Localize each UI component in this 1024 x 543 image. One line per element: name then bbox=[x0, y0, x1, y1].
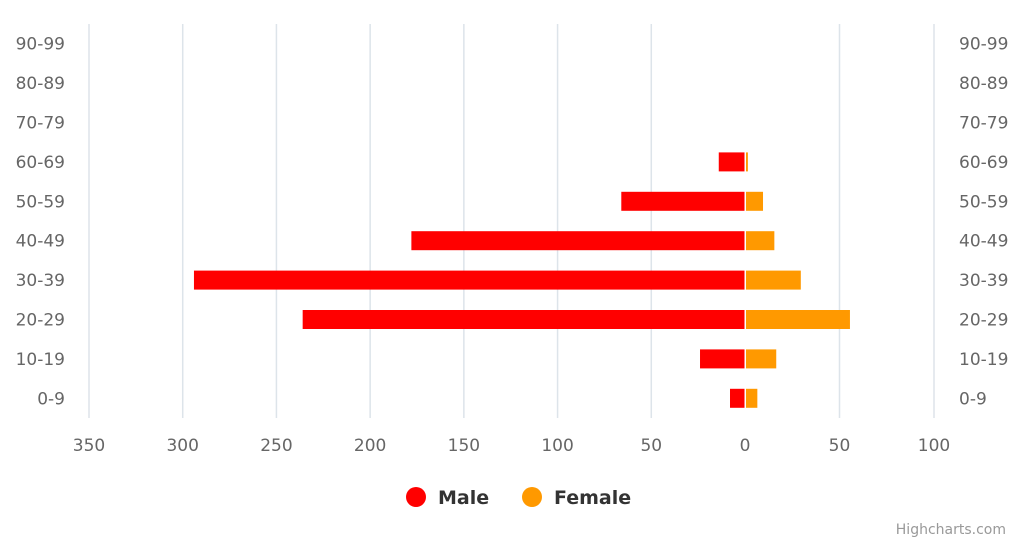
left-category-label-80-89: 80-89 bbox=[16, 74, 65, 94]
right-category-label-20-29: 20-29 bbox=[959, 311, 1008, 331]
bar-male-20-29[interactable] bbox=[302, 310, 745, 329]
left-category-label-10-19: 10-19 bbox=[16, 350, 65, 370]
tick-male-250: 250 bbox=[260, 436, 292, 456]
bar-male-30-39[interactable] bbox=[193, 270, 745, 290]
right-category-label-10-19: 10-19 bbox=[959, 350, 1008, 370]
left-category-labels: 90-99 80-89 70-79 60-69 50-59 40-49 30-39 20-29… bbox=[16, 35, 65, 410]
bar-male-40-49[interactable] bbox=[411, 231, 745, 251]
right-category-label-60-69: 60-69 bbox=[959, 153, 1008, 173]
bar-female-30-39[interactable] bbox=[746, 270, 801, 290]
bar-female-50-59[interactable] bbox=[746, 191, 764, 211]
left-category-label-60-69: 60-69 bbox=[16, 153, 65, 173]
left-category-label-50-59: 50-59 bbox=[16, 192, 65, 212]
legend-female-label: Female bbox=[554, 487, 631, 509]
tick-male-200: 200 bbox=[354, 436, 386, 456]
right-category-label-30-39: 30-39 bbox=[959, 271, 1008, 291]
right-category-labels: 90-99 80-89 70-79 60-69 50-59 40-49 30-39 20-29… bbox=[959, 35, 1008, 410]
bar-male-0-9[interactable] bbox=[730, 388, 745, 408]
left-category-label-70-79: 70-79 bbox=[16, 114, 65, 134]
legend-female-marker bbox=[522, 487, 542, 507]
right-category-label-90-99: 90-99 bbox=[959, 35, 1008, 55]
left-category-label-90-99: 90-99 bbox=[16, 35, 65, 55]
tick-female-50: 50 bbox=[829, 436, 851, 456]
legend-male-label: Male bbox=[438, 487, 489, 509]
left-category-label-40-49: 40-49 bbox=[16, 232, 65, 252]
credits-link[interactable]: Highcharts.com bbox=[896, 522, 1006, 538]
left-category-label-0-9: 0-9 bbox=[37, 389, 65, 409]
bar-male-60-69[interactable] bbox=[718, 152, 745, 172]
bar-female-40-49[interactable] bbox=[746, 231, 775, 251]
left-category-label-30-39: 30-39 bbox=[16, 271, 65, 291]
tick-female-100: 100 bbox=[918, 436, 950, 456]
x-axis-tick-labels: 350 300 250 200 150 100 50 0 50 100 bbox=[73, 436, 950, 456]
right-category-label-40-49: 40-49 bbox=[959, 232, 1008, 252]
legend-item-male[interactable]: Male bbox=[406, 487, 489, 509]
tick-male-350: 350 bbox=[73, 436, 105, 456]
grid-lines bbox=[88, 24, 935, 418]
right-category-label-80-89: 80-89 bbox=[959, 74, 1008, 94]
tick-male-50: 50 bbox=[640, 436, 662, 456]
left-category-label-20-29: 20-29 bbox=[16, 311, 65, 331]
right-category-label-70-79: 70-79 bbox=[959, 114, 1008, 134]
legend-male-marker bbox=[406, 487, 426, 507]
tick-male-300: 300 bbox=[166, 436, 198, 456]
bar-male-10-19[interactable] bbox=[700, 349, 745, 369]
right-category-label-0-9: 0-9 bbox=[959, 389, 987, 409]
legend: Male Female bbox=[406, 487, 631, 509]
bars bbox=[193, 118, 850, 418]
bar-female-10-19[interactable] bbox=[746, 349, 777, 369]
bar-male-50-59[interactable] bbox=[621, 191, 745, 211]
bar-female-0-9[interactable] bbox=[746, 388, 758, 408]
tick-male-100: 100 bbox=[541, 436, 573, 456]
tick-male-0: 0 bbox=[740, 436, 751, 456]
legend-item-female[interactable]: Female bbox=[522, 487, 631, 509]
tick-male-150: 150 bbox=[448, 436, 480, 456]
bar-female-20-29[interactable] bbox=[746, 310, 850, 329]
bar-female-60-69[interactable] bbox=[746, 152, 748, 172]
right-category-label-50-59: 50-59 bbox=[959, 192, 1008, 212]
